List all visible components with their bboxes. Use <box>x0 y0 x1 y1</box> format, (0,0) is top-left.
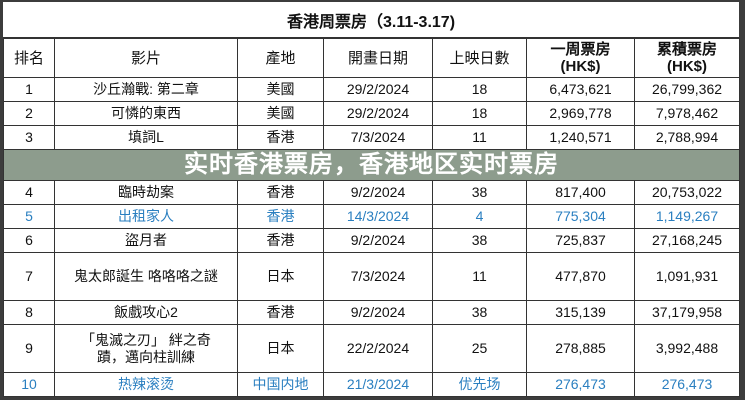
column-header: 排名 <box>3 38 55 78</box>
table-row: 6 盜月者 香港 9/2/2024 38 725,837 27,168,245 <box>3 228 740 253</box>
cell-total: 2,788,994 <box>634 125 740 150</box>
cell-date: 22/2/2024 <box>323 324 433 373</box>
table-title: 香港周票房（3.11-3.17) <box>3 2 739 38</box>
cell-total: 27,168,245 <box>634 228 740 253</box>
cell-days: 11 <box>432 252 527 301</box>
cell-date: 9/2/2024 <box>323 300 433 325</box>
column-header: 產地 <box>237 38 324 78</box>
table-row: 10 热辣滚烫 中国内地 21/3/2024 优先场 276,473 276,473 <box>3 372 740 397</box>
cell-film: 可憐的東西 <box>54 101 238 126</box>
cell-total: 37,179,958 <box>634 300 740 325</box>
cell-week: 315,139 <box>526 300 635 325</box>
table-row: 1 沙丘瀚戰: 第二章 美國 29/2/2024 18 6,473,621 26,799,3… <box>3 77 740 102</box>
cell-days: 18 <box>432 77 527 102</box>
cell-days: 38 <box>432 180 527 205</box>
cell-days: 38 <box>432 228 527 253</box>
cell-total: 276,473 <box>634 372 740 397</box>
cell-week: 817,400 <box>526 180 635 205</box>
cell-days: 11 <box>432 125 527 150</box>
cell-week: 276,473 <box>526 372 635 397</box>
cell-origin: 中国内地 <box>237 372 324 397</box>
caption-band: 实时香港票房，香港地区实时票房 <box>3 149 740 181</box>
cell-film: 臨時劫案 <box>54 180 238 205</box>
table-row: 4 臨時劫案 香港 9/2/2024 38 817,400 20,753,022 <box>3 180 740 205</box>
cell-total: 3,992,488 <box>634 324 740 373</box>
cell-week: 6,473,621 <box>526 77 635 102</box>
cell-rank: 3 <box>3 125 55 150</box>
cell-date: 29/2/2024 <box>323 77 433 102</box>
cell-date: 29/2/2024 <box>323 101 433 126</box>
cell-week: 2,969,778 <box>526 101 635 126</box>
cell-rank: 10 <box>3 372 55 397</box>
cell-origin: 香港 <box>237 125 324 150</box>
cell-film: 鬼太郎誕生 咯咯咯之謎 <box>54 252 238 301</box>
cell-days: 优先场 <box>432 372 527 397</box>
cell-origin: 香港 <box>237 204 324 229</box>
table-row: 5 出租家人 香港 14/3/2024 4 775,304 1,149,267 <box>3 204 740 229</box>
cell-total: 26,799,362 <box>634 77 740 102</box>
cell-film: 盜月者 <box>54 228 238 253</box>
cell-date: 14/3/2024 <box>323 204 433 229</box>
cell-film: 飯戲攻心2 <box>54 300 238 325</box>
cell-film: 热辣滚烫 <box>54 372 238 397</box>
cell-total: 1,091,931 <box>634 252 740 301</box>
box-office-table: 排名 影片 產地 開畫日期 上映日數 一周票房 (HK$) 累積票房 (HK$) 1 沙丘瀚戰… <box>3 38 740 397</box>
cell-rank: 6 <box>3 228 55 253</box>
cell-week: 725,837 <box>526 228 635 253</box>
header-row: 排名 影片 產地 開畫日期 上映日數 一周票房 (HK$) 累積票房 (HK$) <box>3 38 740 78</box>
box-office-sheet: 香港周票房（3.11-3.17) 排名 影片 產地 開畫日期 上映日數 一周票房 (HK$… <box>3 2 740 397</box>
cell-date: 7/3/2024 <box>323 252 433 301</box>
cell-origin: 香港 <box>237 228 324 253</box>
cell-week: 1,240,571 <box>526 125 635 150</box>
cell-origin: 香港 <box>237 180 324 205</box>
cell-rank: 5 <box>3 204 55 229</box>
cell-origin: 日本 <box>237 252 324 301</box>
cell-week: 477,870 <box>526 252 635 301</box>
cell-days: 18 <box>432 101 527 126</box>
cell-film: 填詞L <box>54 125 238 150</box>
cell-total: 20,753,022 <box>634 180 740 205</box>
cell-rank: 8 <box>3 300 55 325</box>
cell-days: 25 <box>432 324 527 373</box>
table-row: 2 可憐的東西 美國 29/2/2024 18 2,969,778 7,978,462 <box>3 101 740 126</box>
overlay-caption: 实时香港票房，香港地区实时票房 <box>3 149 740 181</box>
table-row: 3 填詞L 香港 7/3/2024 11 1,240,571 2,788,994 <box>3 125 740 150</box>
cell-date: 9/2/2024 <box>323 228 433 253</box>
cell-rank: 2 <box>3 101 55 126</box>
cell-date: 9/2/2024 <box>323 180 433 205</box>
cell-rank: 9 <box>3 324 55 373</box>
table-row: 7 鬼太郎誕生 咯咯咯之謎 日本 7/3/2024 11 477,870 1,091,931 <box>3 252 740 301</box>
cell-origin: 美國 <box>237 101 324 126</box>
cell-origin: 香港 <box>237 300 324 325</box>
cell-origin: 日本 <box>237 324 324 373</box>
column-header: 開畫日期 <box>323 38 433 78</box>
column-header: 累積票房 (HK$) <box>634 38 740 78</box>
cell-film: 「鬼滅之刃」 絆之奇蹟，邁向柱訓練 <box>54 324 238 373</box>
table-row: 8 飯戲攻心2 香港 9/2/2024 38 315,139 37,179,958 <box>3 300 740 325</box>
cell-origin: 美國 <box>237 77 324 102</box>
cell-rank: 1 <box>3 77 55 102</box>
cell-week: 775,304 <box>526 204 635 229</box>
cell-days: 38 <box>432 300 527 325</box>
cell-date: 7/3/2024 <box>323 125 433 150</box>
table-row: 9 「鬼滅之刃」 絆之奇蹟，邁向柱訓練 日本 22/2/2024 25 278,885 3,… <box>3 324 740 373</box>
column-header: 一周票房 (HK$) <box>526 38 635 78</box>
cell-film: 出租家人 <box>54 204 238 229</box>
cell-total: 1,149,267 <box>634 204 740 229</box>
cell-total: 7,978,462 <box>634 101 740 126</box>
column-header: 上映日數 <box>432 38 527 78</box>
column-header: 影片 <box>54 38 238 78</box>
cell-week: 278,885 <box>526 324 635 373</box>
cell-days: 4 <box>432 204 527 229</box>
cell-date: 21/3/2024 <box>323 372 433 397</box>
cell-rank: 7 <box>3 252 55 301</box>
cell-rank: 4 <box>3 180 55 205</box>
cell-film: 沙丘瀚戰: 第二章 <box>54 77 238 102</box>
